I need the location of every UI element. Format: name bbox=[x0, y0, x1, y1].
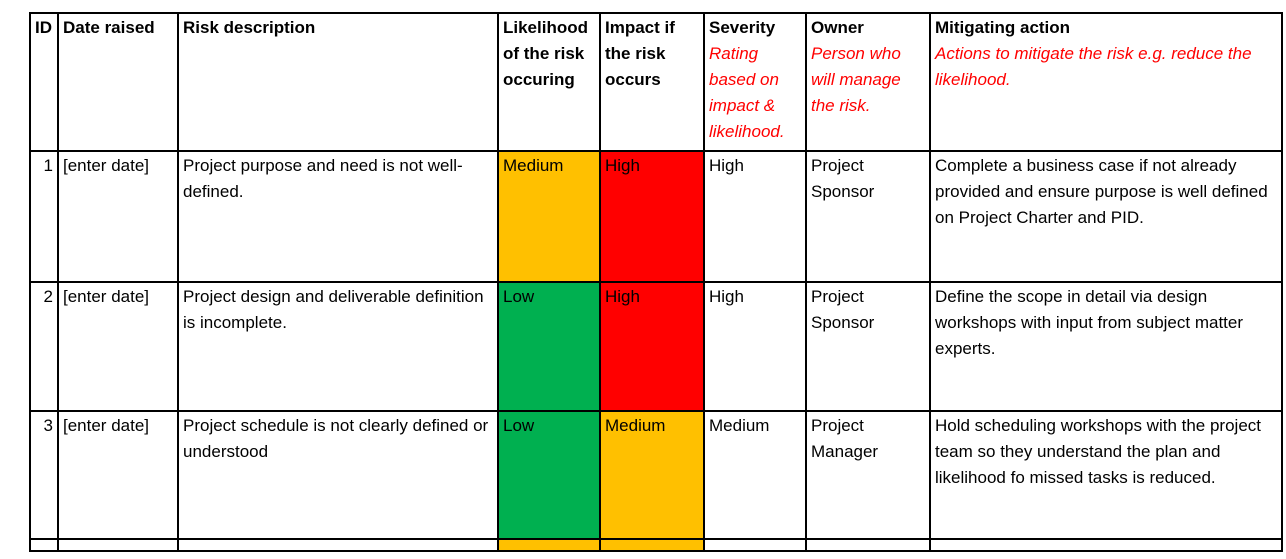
cell-date_raised-row-4[interactable] bbox=[57, 538, 179, 552]
cell-date_raised-row-1[interactable]: [enter date] bbox=[57, 150, 179, 283]
table-row: 3 [enter date] Project schedule is not cle… bbox=[29, 410, 1283, 540]
column-header-id[interactable]: ID bbox=[29, 12, 59, 152]
cell-impact-row-3[interactable]: Medium bbox=[599, 410, 705, 540]
column-label: Owner bbox=[811, 18, 864, 37]
cell-likelihood-row-4[interactable] bbox=[497, 538, 601, 552]
cell-impact-row-4[interactable] bbox=[599, 538, 705, 552]
cell-impact-row-2[interactable]: High bbox=[599, 281, 705, 412]
column-label: ID bbox=[35, 18, 52, 37]
cell-likelihood-row-2[interactable]: Low bbox=[497, 281, 601, 412]
cell-owner-row-4[interactable] bbox=[805, 538, 931, 552]
column-header-impact[interactable]: Impact if the risk occurs bbox=[599, 12, 705, 152]
cell-owner-row-1[interactable]: Project Sponsor bbox=[805, 150, 931, 283]
column-header-date_raised[interactable]: Date raised bbox=[57, 12, 179, 152]
risk-register-sheet: ID Date raised Risk description Likelihood … bbox=[29, 12, 1283, 552]
table-row-partial bbox=[29, 538, 1283, 552]
header-row: ID Date raised Risk description Likelihood … bbox=[29, 12, 1283, 152]
cell-owner-row-3[interactable]: Project Manager bbox=[805, 410, 931, 540]
column-header-mitigating[interactable]: Mitigating action Actions to mitigate the… bbox=[929, 12, 1283, 152]
table-header: ID Date raised Risk description Likelihood … bbox=[29, 12, 1283, 152]
column-note: Actions to mitigate the risk e.g. reduce… bbox=[935, 44, 1252, 89]
cell-date_raised-row-3[interactable]: [enter date] bbox=[57, 410, 179, 540]
cell-severity-row-3[interactable]: Medium bbox=[703, 410, 807, 540]
column-note: Person who will manage the risk. bbox=[811, 44, 901, 115]
column-header-likelihood[interactable]: Likelihood of the risk occuring bbox=[497, 12, 601, 152]
column-label: Mitigating action bbox=[935, 18, 1071, 37]
cell-owner-row-2[interactable]: Project Sponsor bbox=[805, 281, 931, 412]
cell-date_raised-row-2[interactable]: [enter date] bbox=[57, 281, 179, 412]
cell-severity-row-2[interactable]: High bbox=[703, 281, 807, 412]
cell-id-row-3[interactable]: 3 bbox=[29, 410, 59, 540]
column-header-severity[interactable]: Severity Rating based on impact & likelih… bbox=[703, 12, 807, 152]
cell-id-row-2[interactable]: 2 bbox=[29, 281, 59, 412]
cell-likelihood-row-3[interactable]: Low bbox=[497, 410, 601, 540]
table-row: 2 [enter date] Project design and delivera… bbox=[29, 281, 1283, 412]
cell-risk-row-4[interactable] bbox=[177, 538, 499, 552]
table-row: 1 [enter date] Project purpose and need is… bbox=[29, 150, 1283, 283]
risk-register-table: ID Date raised Risk description Likelihood … bbox=[29, 12, 1283, 552]
cell-mitigating-row-1[interactable]: Complete a business case if not already … bbox=[929, 150, 1283, 283]
column-note: Rating based on impact & likelihood. bbox=[709, 44, 785, 141]
cell-risk-row-2[interactable]: Project design and deliverable definitio… bbox=[177, 281, 499, 412]
column-label: Date raised bbox=[63, 18, 155, 37]
column-header-risk[interactable]: Risk description bbox=[177, 12, 499, 152]
cell-severity-row-4[interactable] bbox=[703, 538, 807, 552]
column-label: Severity bbox=[709, 18, 776, 37]
cell-risk-row-1[interactable]: Project purpose and need is not well-def… bbox=[177, 150, 499, 283]
cell-id-row-4[interactable] bbox=[29, 538, 59, 552]
cell-likelihood-row-1[interactable]: Medium bbox=[497, 150, 601, 283]
cell-severity-row-1[interactable]: High bbox=[703, 150, 807, 283]
cell-risk-row-3[interactable]: Project schedule is not clearly defined … bbox=[177, 410, 499, 540]
column-label: Risk description bbox=[183, 18, 316, 37]
cell-mitigating-row-2[interactable]: Define the scope in detail via design wo… bbox=[929, 281, 1283, 412]
column-label: Likelihood of the risk occuring bbox=[503, 18, 588, 89]
cell-mitigating-row-4[interactable] bbox=[929, 538, 1283, 552]
column-label: Impact if the risk occurs bbox=[605, 18, 675, 89]
cell-mitigating-row-3[interactable]: Hold scheduling workshops with the proje… bbox=[929, 410, 1283, 540]
table-body: 1 [enter date] Project purpose and need is… bbox=[29, 150, 1283, 552]
cell-id-row-1[interactable]: 1 bbox=[29, 150, 59, 283]
column-header-owner[interactable]: Owner Person who will manage the risk. bbox=[805, 12, 931, 152]
cell-impact-row-1[interactable]: High bbox=[599, 150, 705, 283]
